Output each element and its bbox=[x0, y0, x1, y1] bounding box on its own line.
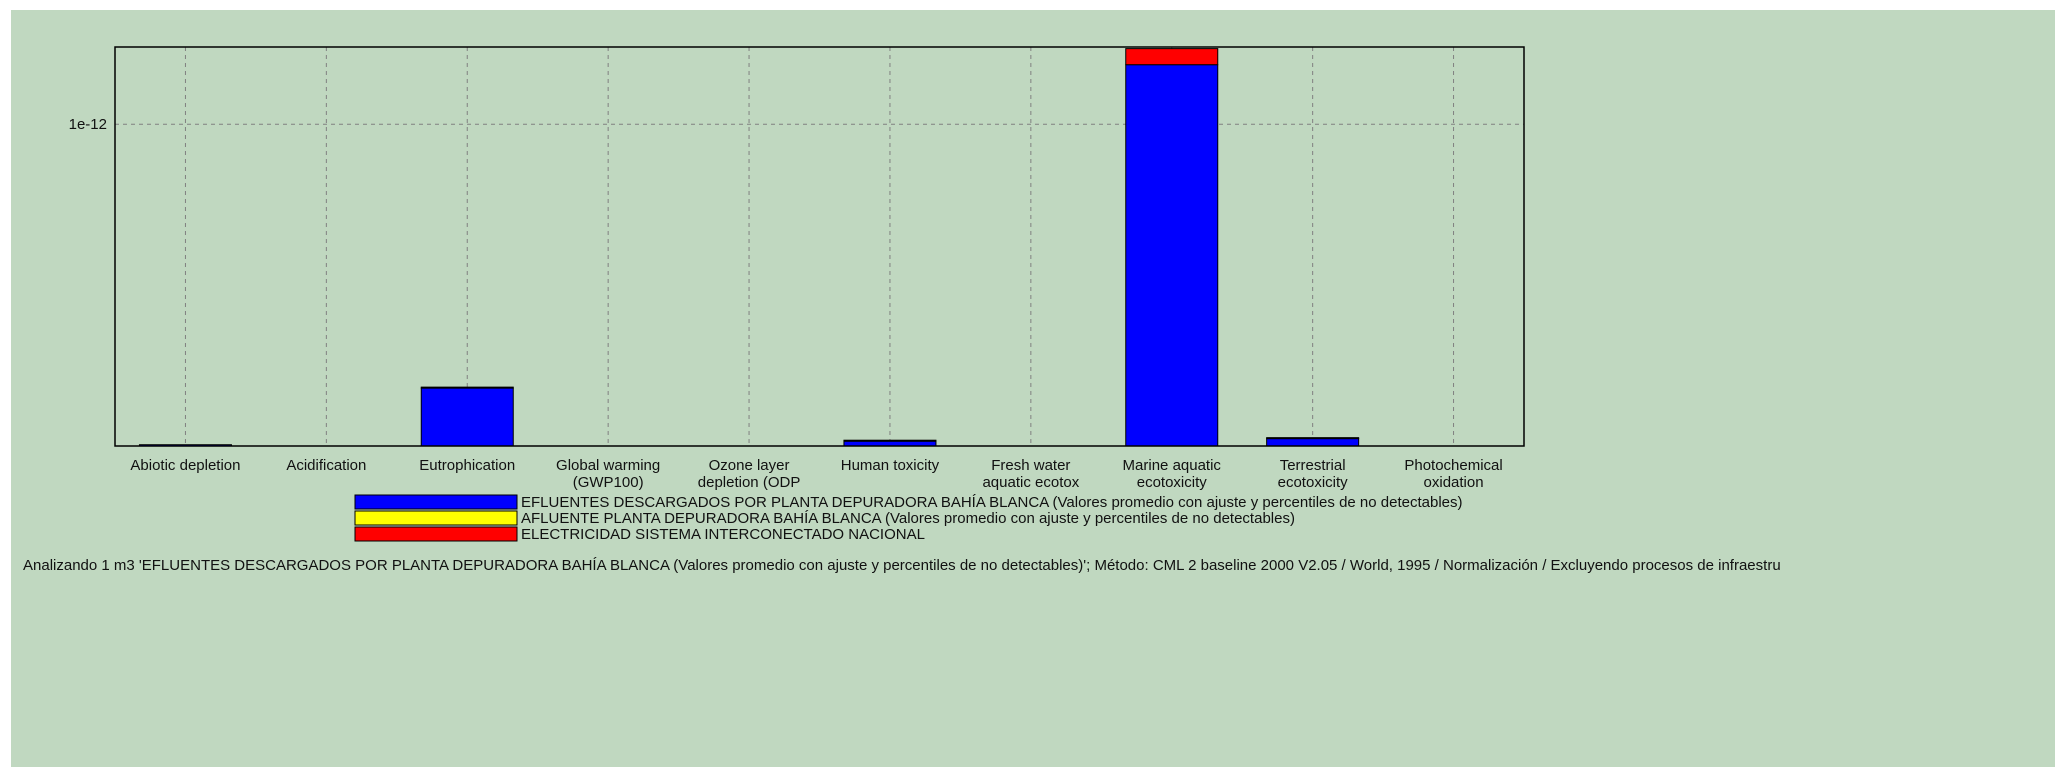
chart-canvas: 1e-12 Abiotic depletion Acidification Eutro… bbox=[11, 10, 2055, 767]
bar-segment bbox=[421, 388, 513, 446]
x-tick-label: aquatic ecotox bbox=[982, 474, 1079, 491]
bar-segment bbox=[1126, 65, 1218, 446]
bar-segment bbox=[1267, 438, 1359, 439]
x-tick-label: Human toxicity bbox=[841, 457, 940, 474]
legend-swatch bbox=[355, 527, 517, 541]
x-tick-label: Photochemical bbox=[1404, 457, 1502, 474]
x-tick-label: Fresh water bbox=[991, 457, 1070, 474]
x-tick-label: Global warming bbox=[556, 457, 660, 474]
x-tick-label: depletion (ODP bbox=[698, 474, 801, 491]
x-tick-label: Acidification bbox=[286, 457, 366, 474]
legend-label: ELECTRICIDAD SISTEMA INTERCONECTADO NACI… bbox=[521, 526, 925, 543]
x-tick-label: Abiotic depletion bbox=[130, 457, 240, 474]
legend-swatch bbox=[355, 495, 517, 509]
y-tick-label: 1e-12 bbox=[69, 116, 107, 133]
x-tick-label: Ozone layer bbox=[709, 457, 790, 474]
bar-segment bbox=[844, 440, 936, 441]
chart-svg: 1e-12 Abiotic depletion Acidification Eutro… bbox=[11, 10, 2055, 767]
legend-swatch bbox=[355, 511, 517, 525]
x-tick-label: Eutrophication bbox=[419, 457, 515, 474]
chart-footer: Analizando 1 m3 'EFLUENTES DESCARGADOS P… bbox=[23, 557, 1781, 574]
x-tick-label: Terrestrial bbox=[1280, 457, 1346, 474]
x-tick-label: ecotoxicity bbox=[1278, 474, 1349, 491]
legend-label: EFLUENTES DESCARGADOS POR PLANTA DEPURAD… bbox=[521, 494, 1462, 511]
bar-segment bbox=[421, 387, 513, 388]
bar-segment bbox=[1267, 439, 1359, 446]
x-tick-label: oxidation bbox=[1424, 474, 1484, 491]
legend-label: AFLUENTE PLANTA DEPURADORA BAHÍA BLANCA … bbox=[521, 510, 1295, 527]
x-tick-label: ecotoxicity bbox=[1137, 474, 1208, 491]
x-tick-label: (GWP100) bbox=[573, 474, 644, 491]
bar-segment bbox=[1126, 49, 1218, 65]
x-tick-label: Marine aquatic bbox=[1123, 457, 1222, 474]
